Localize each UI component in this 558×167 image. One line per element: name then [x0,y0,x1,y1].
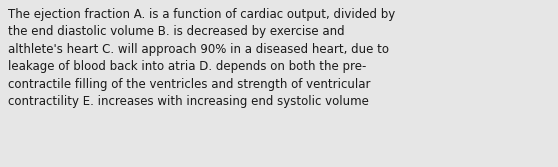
Text: The ejection fraction A. is a function of cardiac output, divided by
the end dia: The ejection fraction A. is a function o… [8,8,396,108]
